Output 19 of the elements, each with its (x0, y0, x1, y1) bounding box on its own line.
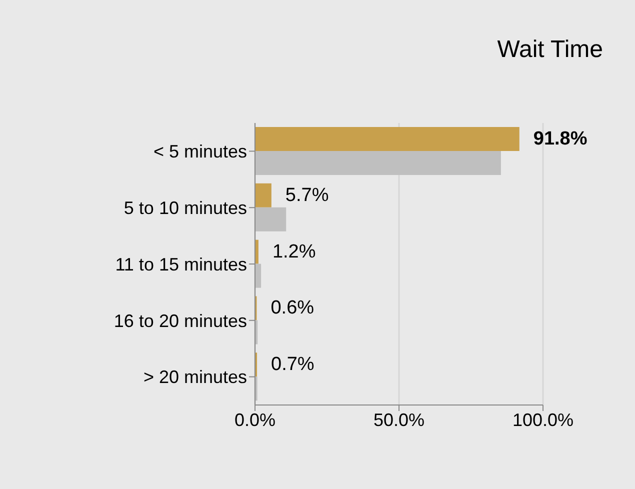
y-tick-label: 11 to 15 minutes (115, 254, 247, 274)
data-label: 91.8% (533, 128, 588, 150)
y-tick-label: 5 to 10 minutes (124, 198, 247, 218)
bar (255, 207, 286, 232)
data-label: 0.7% (271, 354, 314, 376)
x-tick-label: 0.0% (234, 410, 276, 430)
bar (255, 264, 262, 288)
bar (255, 183, 272, 208)
x-tick-label: 100.0% (512, 410, 574, 430)
data-label: 5.7% (285, 184, 329, 206)
y-tick-label: < 5 minutes (153, 142, 247, 162)
x-tick-label: 50.0% (373, 410, 425, 430)
data-label: 0.6% (270, 298, 314, 319)
y-tick-label: 16 to 20 minutes (114, 310, 247, 331)
y-tick-label: > 20 minutes (143, 367, 247, 388)
bar (255, 151, 501, 175)
chart-title: Wait Time (497, 36, 603, 64)
data-label: 1.2% (272, 241, 316, 262)
bar (255, 127, 520, 151)
